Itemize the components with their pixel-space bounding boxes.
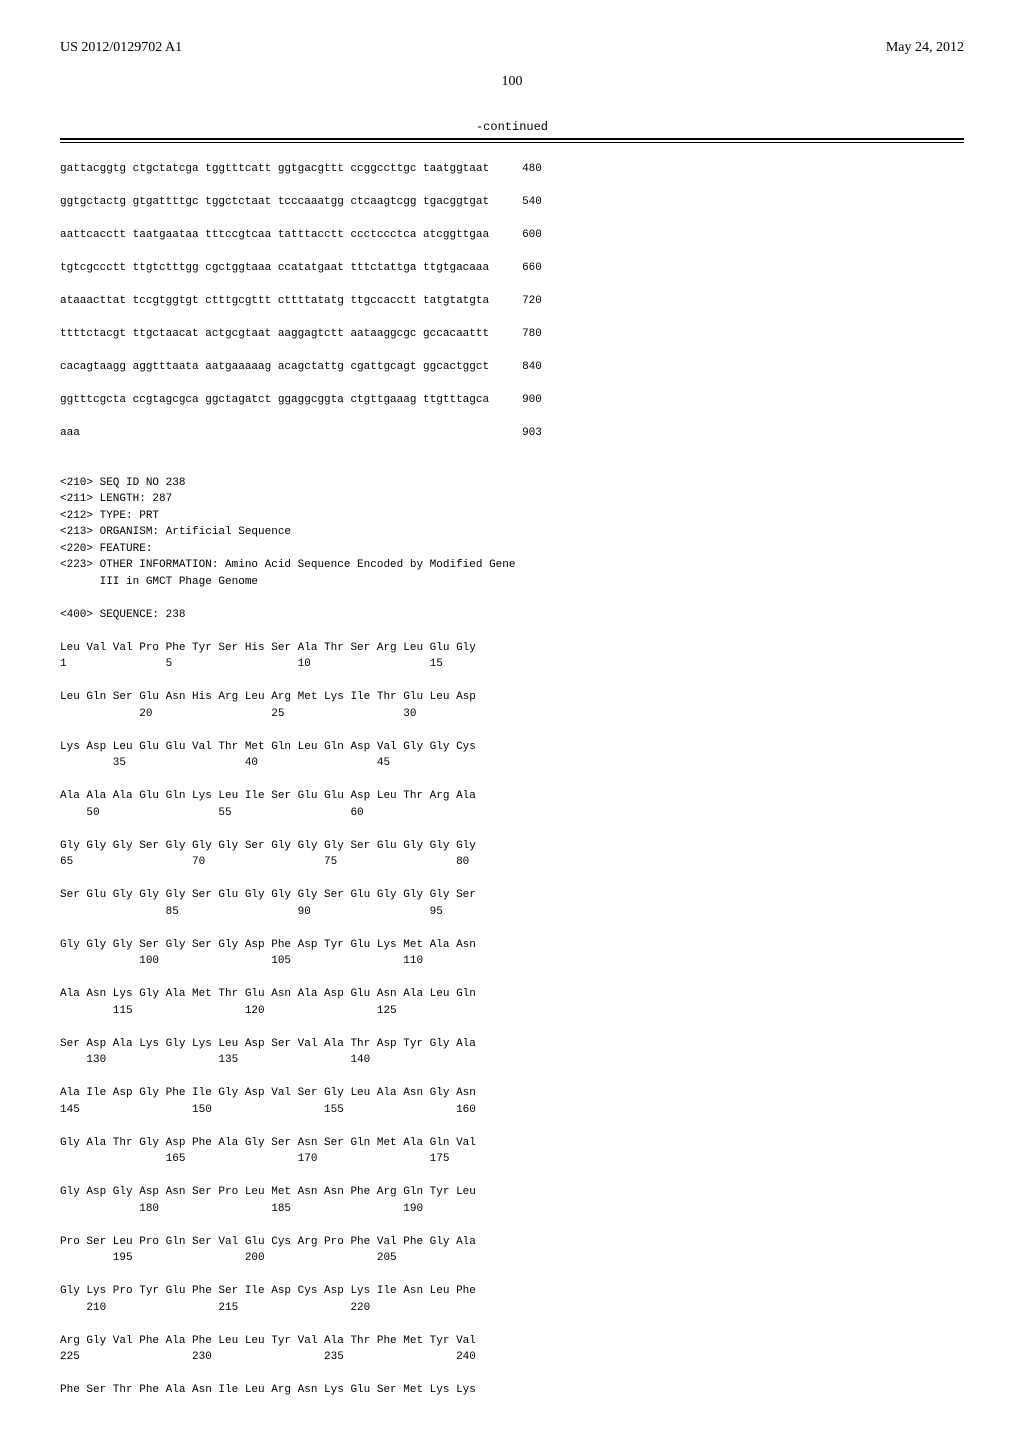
sequence-listing: gattacggtg ctgctatcga tggtttcatt ggtgacg… (60, 161, 964, 1399)
publication-date: May 24, 2012 (886, 40, 964, 56)
continued-label: -continued (60, 120, 964, 134)
page-number: 100 (60, 74, 964, 90)
rule-top (60, 138, 964, 140)
page-header: US 2012/0129702 A1 May 24, 2012 (60, 40, 964, 56)
rule-thin (60, 142, 964, 143)
publication-number: US 2012/0129702 A1 (60, 40, 182, 56)
